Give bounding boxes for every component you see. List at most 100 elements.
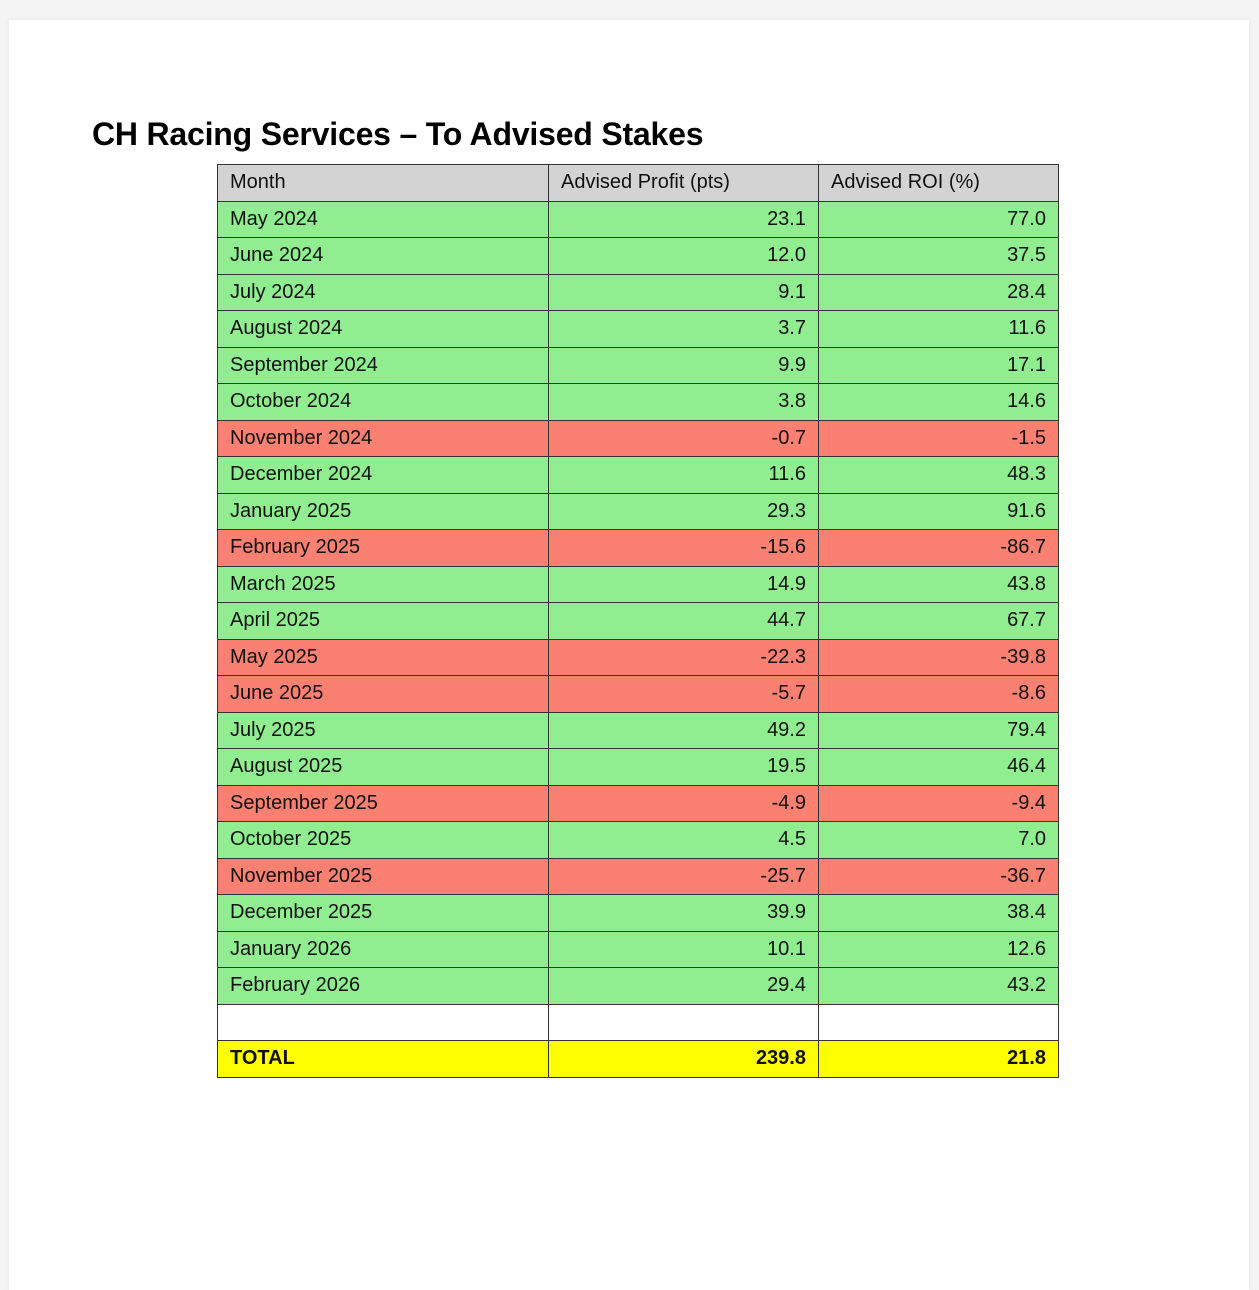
- blank-row: [217, 1003, 1059, 1041]
- profit-cell: 29.3: [548, 492, 819, 530]
- roi-cell: 43.8: [818, 565, 1059, 603]
- month-cell: November 2025: [217, 857, 549, 895]
- roi-cell: 43.2: [818, 967, 1059, 1005]
- table-row: September 2024 9.9 17.1: [217, 346, 1059, 384]
- roi-cell: 77.0: [818, 200, 1059, 238]
- roi-cell: 38.4: [818, 894, 1059, 932]
- table-row: May 2025 -22.3 -39.8: [217, 638, 1059, 676]
- table-row: February 2026 29.4 43.2: [217, 967, 1059, 1005]
- profit-cell: 3.8: [548, 383, 819, 421]
- profit-cell: 4.5: [548, 821, 819, 859]
- table-row: November 2025 -25.7 -36.7: [217, 857, 1059, 895]
- table-row: December 2024 11.6 48.3: [217, 456, 1059, 494]
- table-row: December 2025 39.9 38.4: [217, 894, 1059, 932]
- roi-cell: 12.6: [818, 930, 1059, 968]
- column-header-profit: Advised Profit (pts): [548, 164, 819, 202]
- roi-cell: -36.7: [818, 857, 1059, 895]
- roi-cell: -9.4: [818, 784, 1059, 822]
- profit-cell: 9.9: [548, 346, 819, 384]
- profit-cell: 29.4: [548, 967, 819, 1005]
- total-profit: 239.8: [548, 1040, 819, 1078]
- roi-cell: 7.0: [818, 821, 1059, 859]
- profit-cell: 49.2: [548, 711, 819, 749]
- column-header-month: Month: [217, 164, 549, 202]
- roi-cell: 67.7: [818, 602, 1059, 640]
- table-row: July 2024 9.1 28.4: [217, 273, 1059, 311]
- profit-cell: 11.6: [548, 456, 819, 494]
- month-cell: June 2024: [217, 237, 549, 275]
- table-row: July 2025 49.2 79.4: [217, 711, 1059, 749]
- roi-cell: 11.6: [818, 310, 1059, 348]
- month-cell: June 2025: [217, 675, 549, 713]
- roi-cell: -86.7: [818, 529, 1059, 567]
- table-row: April 2025 44.7 67.7: [217, 602, 1059, 640]
- profit-cell: 44.7: [548, 602, 819, 640]
- month-cell: December 2024: [217, 456, 549, 494]
- table-row: September 2025 -4.9 -9.4: [217, 784, 1059, 822]
- profit-cell: -0.7: [548, 419, 819, 457]
- table-row: February 2025 -15.6 -86.7: [217, 529, 1059, 567]
- roi-cell: 14.6: [818, 383, 1059, 421]
- profit-cell: 12.0: [548, 237, 819, 275]
- total-row: TOTAL 239.8 21.8: [217, 1040, 1059, 1078]
- table-row: October 2024 3.8 14.6: [217, 383, 1059, 421]
- table-row: March 2025 14.9 43.8: [217, 565, 1059, 603]
- total-roi: 21.8: [818, 1040, 1059, 1078]
- table-row: January 2025 29.3 91.6: [217, 492, 1059, 530]
- profit-cell: 3.7: [548, 310, 819, 348]
- total-label: TOTAL: [217, 1040, 549, 1078]
- profit-cell: -22.3: [548, 638, 819, 676]
- month-cell: January 2025: [217, 492, 549, 530]
- roi-cell: 37.5: [818, 237, 1059, 275]
- month-cell: January 2026: [217, 930, 549, 968]
- profit-cell: 10.1: [548, 930, 819, 968]
- month-cell: May 2024: [217, 200, 549, 238]
- month-cell: February 2026: [217, 967, 549, 1005]
- column-header-roi: Advised ROI (%): [818, 164, 1059, 202]
- month-cell: September 2024: [217, 346, 549, 384]
- document-page: CH Racing Services – To Advised Stakes M…: [9, 20, 1249, 1290]
- month-cell: April 2025: [217, 602, 549, 640]
- month-cell: February 2025: [217, 529, 549, 567]
- table-row: June 2025 -5.7 -8.6: [217, 675, 1059, 713]
- month-cell: September 2025: [217, 784, 549, 822]
- page-title: CH Racing Services – To Advised Stakes: [92, 116, 704, 152]
- profit-cell: 14.9: [548, 565, 819, 603]
- profit-cell: 23.1: [548, 200, 819, 238]
- month-cell: July 2024: [217, 273, 549, 311]
- profit-cell: 19.5: [548, 748, 819, 786]
- table-row: June 2024 12.0 37.5: [217, 237, 1059, 275]
- profit-cell: -5.7: [548, 675, 819, 713]
- results-table: Month Advised Profit (pts) Advised ROI (…: [217, 164, 1059, 1078]
- month-cell: March 2025: [217, 565, 549, 603]
- profit-cell: -15.6: [548, 529, 819, 567]
- table-row: May 2024 23.1 77.0: [217, 200, 1059, 238]
- profit-cell: -25.7: [548, 857, 819, 895]
- month-cell: August 2024: [217, 310, 549, 348]
- roi-cell: -39.8: [818, 638, 1059, 676]
- table-row: October 2025 4.5 7.0: [217, 821, 1059, 859]
- profit-cell: 9.1: [548, 273, 819, 311]
- month-cell: July 2025: [217, 711, 549, 749]
- roi-cell: -8.6: [818, 675, 1059, 713]
- roi-cell: -1.5: [818, 419, 1059, 457]
- roi-cell: 17.1: [818, 346, 1059, 384]
- table-row: November 2024 -0.7 -1.5: [217, 419, 1059, 457]
- profit-cell: 39.9: [548, 894, 819, 932]
- table-row: August 2024 3.7 11.6: [217, 310, 1059, 348]
- roi-cell: 91.6: [818, 492, 1059, 530]
- profit-cell: -4.9: [548, 784, 819, 822]
- month-cell: May 2025: [217, 638, 549, 676]
- table-header-row: Month Advised Profit (pts) Advised ROI (…: [217, 164, 1059, 202]
- table-row: August 2025 19.5 46.4: [217, 748, 1059, 786]
- roi-cell: 28.4: [818, 273, 1059, 311]
- month-cell: November 2024: [217, 419, 549, 457]
- roi-cell: 79.4: [818, 711, 1059, 749]
- month-cell: October 2025: [217, 821, 549, 859]
- table-body: May 2024 23.1 77.0 June 2024 12.0 37.5 July 20…: [217, 200, 1059, 1078]
- month-cell: December 2025: [217, 894, 549, 932]
- roi-cell: 48.3: [818, 456, 1059, 494]
- month-cell: October 2024: [217, 383, 549, 421]
- table-row: January 2026 10.1 12.6: [217, 930, 1059, 968]
- month-cell: August 2025: [217, 748, 549, 786]
